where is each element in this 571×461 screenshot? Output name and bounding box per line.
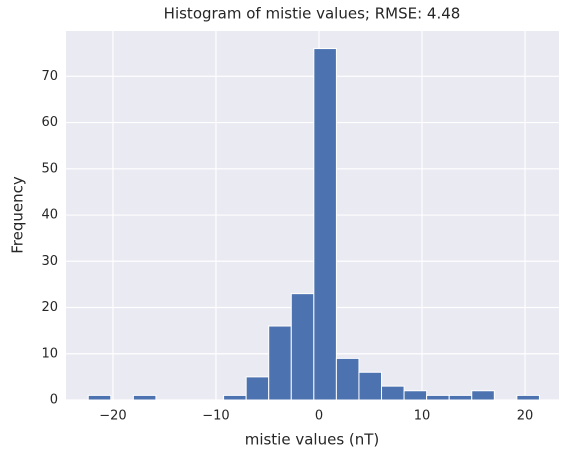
bar: [290, 293, 315, 401]
bar: [516, 394, 540, 401]
y-tick-label: 60: [41, 115, 58, 130]
bar: [223, 394, 247, 401]
y-tick-label: 50: [41, 161, 58, 176]
bar: [426, 394, 450, 401]
y-tick-label: 40: [41, 208, 58, 223]
bar: [403, 390, 428, 401]
chart-title: Histogram of mistie values; RMSE: 4.48: [164, 5, 461, 23]
y-axis-label: Frequency: [9, 176, 27, 254]
x-tick-label: 0: [315, 409, 323, 424]
y-tick-label: 10: [41, 346, 58, 361]
bars: [87, 48, 540, 401]
bar: [358, 371, 383, 401]
bar: [87, 394, 112, 401]
bar: [313, 48, 337, 401]
y-tick-label: 70: [41, 69, 58, 84]
x-axis-label: mistie values (nT): [245, 431, 380, 449]
y-tick-label: 0: [50, 393, 58, 408]
bar: [245, 376, 270, 401]
bar: [132, 394, 157, 401]
y-tick-label: 20: [41, 300, 58, 315]
y-tick-label: 30: [41, 254, 58, 269]
bar: [268, 325, 292, 401]
x-tick-label: 20: [517, 409, 534, 424]
x-tick-label: −10: [202, 409, 229, 424]
x-tick-label: 10: [414, 409, 431, 424]
bar: [448, 394, 473, 401]
x-tick-label: −20: [99, 409, 126, 424]
bar: [381, 385, 405, 401]
bar: [471, 390, 495, 401]
bar: [335, 357, 360, 401]
